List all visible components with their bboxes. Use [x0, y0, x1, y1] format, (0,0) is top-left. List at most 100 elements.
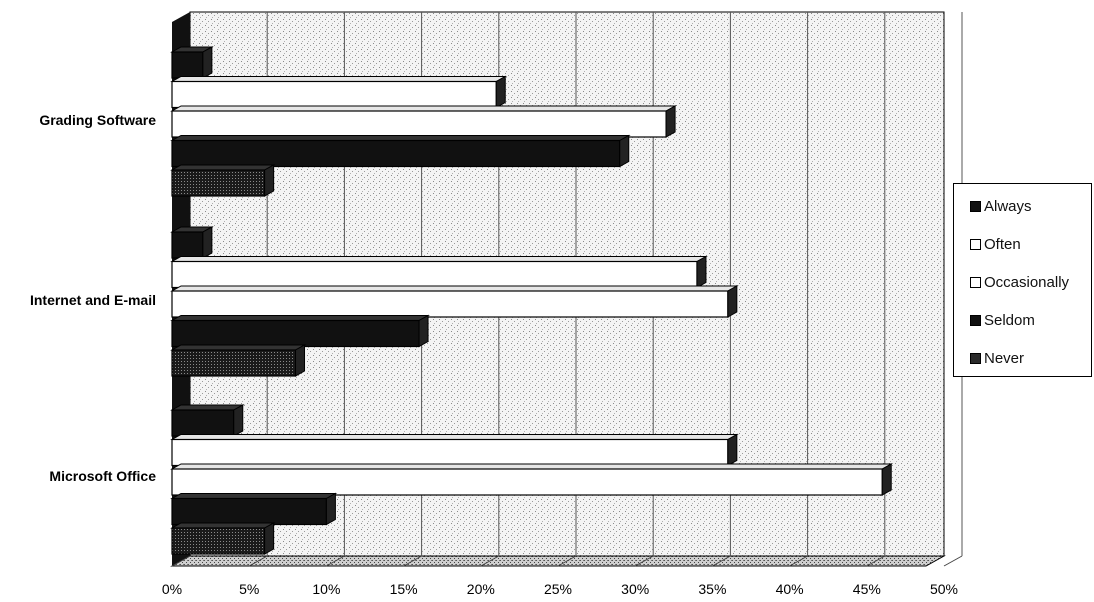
bar-never-2 — [170, 344, 307, 377]
bar-often-3 — [170, 433, 739, 467]
bar-end — [727, 433, 738, 467]
bar-end — [233, 404, 244, 437]
legend-label: Never — [984, 349, 1025, 367]
bar-always-3 — [170, 404, 245, 437]
legend-label: Often — [984, 235, 1021, 253]
x-tick-label: 40% — [776, 581, 804, 597]
bar-end — [665, 105, 676, 138]
bar-top — [170, 522, 276, 529]
floor-gridline — [480, 555, 500, 567]
bar-end — [418, 314, 429, 348]
legend-swatch — [970, 200, 981, 212]
bar-occasionally-3 — [170, 463, 894, 496]
legend-swatch — [970, 314, 981, 326]
x-tick-label: 45% — [853, 581, 881, 597]
category-label: Internet and E-mail — [30, 292, 156, 308]
bar-seldom-3 — [170, 492, 338, 526]
floor-gridline — [943, 555, 963, 567]
bar-occasionally-2 — [170, 285, 739, 318]
bar-end — [727, 285, 738, 318]
x-tick-label: 50% — [930, 581, 958, 597]
bar-seldom-2 — [170, 314, 430, 348]
legend-swatch — [970, 352, 981, 364]
bar-front — [171, 231, 204, 259]
bar-front — [171, 139, 621, 168]
bar-end — [881, 463, 892, 496]
legend-swatch — [970, 238, 981, 250]
bar-top — [170, 164, 276, 171]
bar-end — [264, 522, 275, 555]
x-tick-label: 0% — [162, 581, 182, 597]
bar-top — [170, 105, 678, 112]
floor-gridline — [403, 555, 422, 567]
bar-often-2 — [170, 255, 708, 289]
legend-item-never: Never — [970, 348, 1024, 368]
x-axis-ticks: 0% 5% 10% 15% 20% 25% 30% 35% 40% 45% 50% — [162, 581, 958, 597]
bar-front — [171, 80, 497, 109]
bar-top — [170, 315, 430, 321]
bar-front — [171, 497, 327, 526]
bar-top — [170, 404, 245, 411]
bar-end — [696, 255, 707, 289]
legend-item-often: Often — [970, 234, 1021, 254]
bar-always-2 — [170, 226, 214, 259]
floor-gridline — [634, 555, 654, 567]
bar-end — [202, 226, 213, 259]
bar-front — [171, 438, 729, 467]
bar-often-1 — [170, 75, 508, 109]
bar-front — [171, 349, 297, 377]
bar-front — [171, 409, 235, 437]
floor-gridline — [789, 555, 808, 567]
bar-end — [264, 164, 275, 197]
x-tick-label: 25% — [544, 581, 572, 597]
bar-top — [170, 256, 708, 262]
bar-front — [171, 468, 883, 496]
category-label: Microsoft Office — [49, 468, 156, 484]
bar-front — [171, 51, 204, 79]
y-axis-labels: Grading Software Internet and E-mail Micro… — [30, 112, 156, 484]
x-tick-label: 10% — [312, 581, 340, 597]
category-label: Grading Software — [39, 112, 156, 128]
floor-gridline — [866, 555, 886, 567]
bar-seldom-1 — [170, 134, 631, 168]
bars — [170, 46, 894, 555]
x-tick-label: 35% — [698, 581, 726, 597]
bar-front — [171, 290, 729, 318]
floor-gridline — [557, 555, 577, 567]
legend: Always Often Occasionally Seldom Never — [953, 183, 1092, 377]
legend-label: Seldom — [984, 311, 1035, 329]
bar-top — [170, 344, 307, 351]
bar-top — [170, 285, 739, 292]
bar-top — [170, 135, 631, 141]
bar-top — [170, 493, 338, 499]
bar-front — [171, 527, 266, 555]
floor — [170, 555, 946, 567]
x-tick-label: 20% — [467, 581, 495, 597]
bar-never-1 — [170, 164, 276, 197]
bar-occasionally-1 — [170, 105, 678, 138]
legend-item-seldom: Seldom — [970, 310, 1035, 330]
bar-front — [171, 169, 266, 197]
bar-top — [170, 76, 508, 82]
floor-gridline — [248, 555, 268, 567]
legend-swatch — [970, 276, 981, 288]
bar-end — [325, 492, 336, 526]
x-tick-label: 5% — [239, 581, 259, 597]
legend-item-occasionally: Occasionally — [970, 272, 1069, 292]
bar-top — [170, 434, 739, 440]
bar-end — [619, 134, 630, 168]
bar-front — [171, 110, 667, 138]
bar-end — [202, 46, 213, 79]
bar-always-1 — [170, 46, 214, 79]
bar-end — [495, 75, 506, 109]
floor-gridline — [326, 555, 345, 567]
bar-top — [170, 463, 894, 470]
bar-front — [171, 260, 698, 289]
bar-front — [171, 319, 420, 348]
bar-end — [295, 344, 306, 377]
legend-item-always: Always — [970, 196, 1032, 216]
legend-label: Occasionally — [984, 273, 1070, 291]
floor-gridline — [171, 555, 191, 567]
x-tick-label: 15% — [390, 581, 418, 597]
